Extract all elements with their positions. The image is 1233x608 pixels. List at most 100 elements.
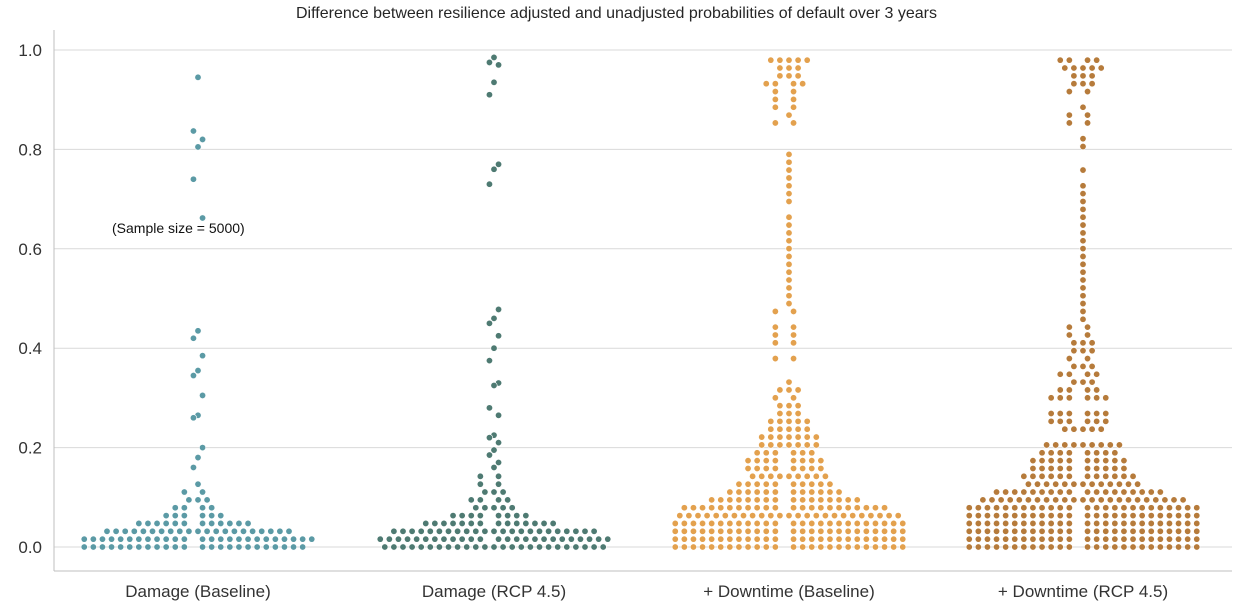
data-point: [194, 496, 202, 504]
data-point: [1056, 457, 1064, 465]
data-point: [267, 527, 275, 535]
data-point: [1061, 64, 1069, 72]
data-point: [1084, 119, 1092, 127]
data-point: [153, 519, 161, 527]
data-point: [680, 535, 688, 543]
data-point: [1065, 111, 1073, 119]
data-point: [1038, 504, 1046, 512]
data-point: [1165, 527, 1173, 535]
data-point: [776, 56, 784, 64]
data-point: [785, 300, 793, 308]
data-point: [1038, 535, 1046, 543]
data-point: [871, 504, 879, 512]
outlier-point: [490, 53, 498, 61]
data-point: [1156, 512, 1164, 520]
data-point: [1102, 519, 1110, 527]
data-point: [753, 457, 761, 465]
data-point: [244, 543, 252, 551]
data-point: [1111, 543, 1119, 551]
data-point: [1102, 512, 1110, 520]
data-point: [767, 56, 775, 64]
data-point: [767, 425, 775, 433]
data-point: [1047, 488, 1055, 496]
outlier-point: [189, 175, 197, 183]
data-point: [1056, 56, 1064, 64]
data-point: [1038, 457, 1046, 465]
data-point: [1079, 347, 1087, 355]
data-point: [495, 519, 503, 527]
data-point: [490, 504, 498, 512]
data-point: [1047, 394, 1055, 402]
data-point: [199, 543, 207, 551]
data-point: [1065, 410, 1073, 418]
data-point: [794, 425, 802, 433]
data-point: [1038, 543, 1046, 551]
data-point: [1065, 370, 1073, 378]
data-point: [513, 535, 521, 543]
data-point: [1147, 488, 1155, 496]
data-point: [1070, 339, 1078, 347]
data-point: [1002, 488, 1010, 496]
data-point: [835, 488, 843, 496]
data-point: [1093, 449, 1101, 457]
data-point: [490, 543, 498, 551]
data-point: [726, 504, 734, 512]
data-point: [876, 512, 884, 520]
data-point: [1184, 527, 1192, 535]
data-point: [135, 519, 143, 527]
data-point: [1065, 56, 1073, 64]
data-point: [1147, 519, 1155, 527]
data-point: [508, 543, 516, 551]
data-point: [1029, 527, 1037, 535]
data-point: [680, 504, 688, 512]
data-point: [476, 519, 484, 527]
data-point: [1093, 457, 1101, 465]
data-point: [1088, 425, 1096, 433]
data-point: [1065, 519, 1073, 527]
data-point: [1029, 488, 1037, 496]
data-point: [771, 88, 779, 96]
data-point: [481, 527, 489, 535]
data-point: [1038, 464, 1046, 472]
data-point: [1175, 543, 1183, 551]
data-point: [785, 56, 793, 64]
data-point: [844, 543, 852, 551]
outlier-point: [199, 444, 207, 452]
data-point: [1097, 425, 1105, 433]
data-point: [1052, 480, 1060, 488]
data-point: [1065, 488, 1073, 496]
data-point: [790, 519, 798, 527]
data-point: [162, 519, 170, 527]
data-point: [1088, 347, 1096, 355]
data-point: [1102, 410, 1110, 418]
outlier-point: [490, 314, 498, 322]
data-point: [1147, 543, 1155, 551]
data-point: [974, 535, 982, 543]
data-point: [689, 519, 697, 527]
data-point: [1020, 512, 1028, 520]
data-point: [1056, 464, 1064, 472]
data-point: [444, 543, 452, 551]
data-point: [739, 512, 747, 520]
data-point: [983, 519, 991, 527]
data-point: [974, 512, 982, 520]
data-point: [540, 535, 548, 543]
data-point: [965, 527, 973, 535]
data-point: [1129, 504, 1137, 512]
data-point: [699, 543, 707, 551]
data-point: [790, 95, 798, 103]
data-point: [790, 307, 798, 315]
data-point: [522, 512, 530, 520]
data-point: [171, 519, 179, 527]
data-point: [1047, 417, 1055, 425]
data-point: [1079, 480, 1087, 488]
data-point: [771, 323, 779, 331]
data-point: [771, 457, 779, 465]
data-point: [808, 464, 816, 472]
outlier-point: [490, 463, 498, 471]
data-point: [1038, 488, 1046, 496]
data-point: [1102, 543, 1110, 551]
data-point: [408, 527, 416, 535]
data-point: [1002, 512, 1010, 520]
data-point: [799, 80, 807, 88]
